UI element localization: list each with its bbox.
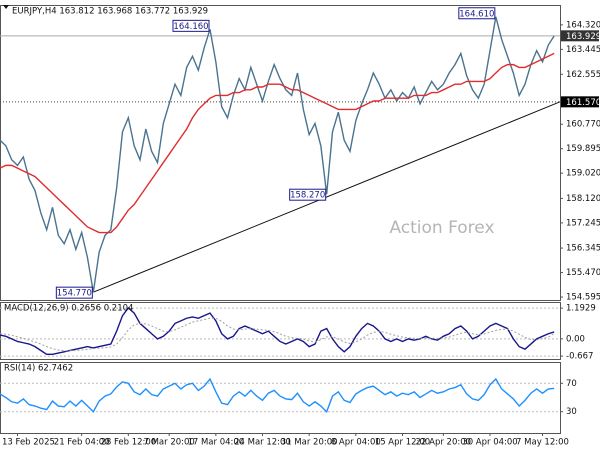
y-tick-label: 159.895	[566, 144, 600, 154]
y-tick-label: 0.00	[566, 334, 585, 344]
series-line	[0, 306, 555, 356]
y-tick-label: 160.770	[566, 120, 600, 130]
trendline	[93, 101, 561, 293]
x-tick-label: 7 May 12:00	[516, 438, 569, 448]
panel-title: MACD(12,26,9) 0.2656 0.2104	[4, 304, 133, 314]
annotation-box	[289, 188, 327, 201]
x-tick-label: 13 Feb 2025	[2, 438, 55, 448]
level-label: 163.929	[566, 32, 600, 42]
y-tick-label: 70	[566, 379, 577, 389]
level-box	[561, 30, 599, 42]
watermark: Action Forex	[389, 218, 494, 238]
series-line	[0, 317, 555, 352]
panel-title: RSI(14) 62.7462	[4, 364, 73, 374]
series-line	[0, 377, 555, 413]
annotation-label: 164.160	[173, 22, 208, 32]
panel-frame	[0, 362, 561, 434]
annotation-label: 154.770	[57, 289, 92, 299]
panel-frame	[0, 302, 561, 360]
y-tick-label: 162.555	[566, 70, 600, 80]
y-tick-label: -0.667	[566, 352, 593, 362]
x-tick-label: 15 Apr 12:00	[375, 438, 430, 448]
series-line	[0, 16, 555, 293]
y-tick-label: 157.245	[566, 218, 600, 228]
panel-title: EURJPY,H4 163.812 163.968 163.772 163.92…	[12, 7, 208, 17]
annotation-label: 158.270	[290, 191, 325, 201]
y-tick-label: 1.1929	[566, 304, 596, 314]
panel-frame	[0, 5, 561, 301]
x-tick-label: 22 Apr 20:00	[416, 438, 471, 448]
x-tick-label: 24 Mar 12:00	[234, 438, 291, 448]
level-label: 161.570	[566, 98, 600, 108]
y-tick-label: 154.595	[566, 293, 600, 303]
y-tick-label: 156.345	[566, 244, 600, 254]
x-tick-label: 31 Mar 20:00	[281, 438, 338, 448]
annotation-label: 164.610	[459, 9, 494, 19]
y-tick-label: 30	[566, 407, 577, 417]
annotation-box	[458, 7, 496, 20]
annotation-box	[55, 286, 93, 299]
title-icon	[3, 5, 9, 9]
y-tick-label: 159.020	[566, 169, 600, 179]
x-tick-label: 28 Feb 12:00	[100, 438, 156, 448]
annotation-box	[172, 19, 210, 32]
y-tick-label: 163.445	[566, 45, 600, 55]
x-tick-label: 21 Feb 04:00	[54, 438, 110, 448]
series-line	[0, 52, 555, 234]
y-tick-label: 164.320	[566, 20, 600, 30]
level-box	[561, 96, 599, 108]
x-tick-label: 30 Apr 04:00	[462, 438, 517, 448]
x-tick-label: 8 Apr 04:00	[331, 438, 381, 448]
x-tick-label: 7 Mar 20:00	[143, 438, 194, 448]
y-tick-label: 155.470	[566, 268, 600, 278]
y-tick-label: 158.120	[566, 194, 600, 204]
x-tick-label: 17 Mar 04:00	[187, 438, 244, 448]
